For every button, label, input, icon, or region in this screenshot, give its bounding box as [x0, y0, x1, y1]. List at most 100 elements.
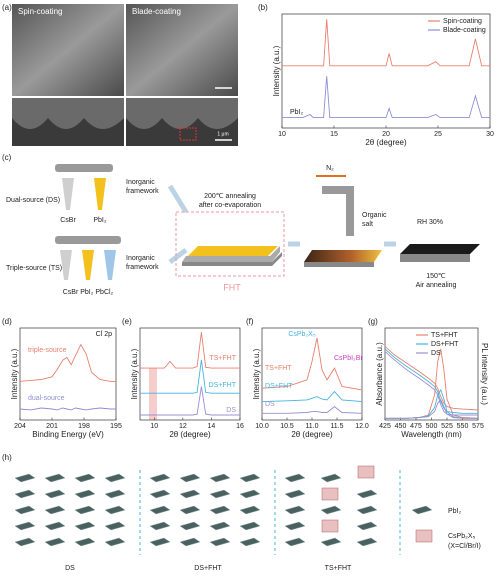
octahedron [104, 505, 126, 515]
panel-label: (f) [246, 317, 254, 326]
octahedron [209, 537, 231, 547]
octahedron [179, 473, 201, 483]
source-beam [82, 250, 94, 280]
x-tick-label: 204 [14, 423, 26, 430]
annotation: CsPbI₂Br [334, 355, 363, 362]
legend-label: TS+FHT [431, 332, 458, 339]
panel-label: (a) [2, 3, 12, 12]
cspb-unit [357, 465, 375, 479]
x-tick-label: 525 [441, 423, 453, 430]
label: Triple-source (TS) [6, 265, 62, 272]
x-axis-label: Wavelength (nm) [401, 430, 462, 439]
blade-head [322, 186, 354, 236]
panel-label: (b) [258, 3, 268, 12]
x-tick-label: 198 [78, 423, 90, 430]
x-axis-label: 2θ (degree) [365, 138, 407, 147]
octahedron [320, 473, 342, 483]
y-axis-label: Absorbance (a.u.) [375, 342, 384, 406]
series-line [19, 407, 116, 411]
label: CsBr PbI₂ PbCl₂ [63, 289, 114, 296]
label: FHT [223, 282, 241, 292]
octahedron [149, 521, 171, 531]
source-beam [94, 178, 106, 210]
substrate [182, 246, 280, 262]
series-line [140, 386, 240, 416]
octahedron [104, 537, 126, 547]
octahedron [44, 537, 66, 547]
octahedron [74, 473, 96, 483]
octahedron [149, 489, 171, 499]
cspb-unit [321, 487, 339, 501]
sem-label: Blade-coating [132, 7, 181, 16]
series-line [140, 359, 240, 394]
octahedron [14, 521, 36, 531]
panel-label: (e) [122, 317, 132, 326]
x-tick-label: 15 [330, 131, 338, 138]
series-line [19, 343, 116, 382]
plot-frame [261, 327, 363, 421]
label: N₂ [326, 165, 334, 172]
label: RH 30% [417, 219, 443, 226]
series-line [282, 76, 490, 119]
y-axis-label: Intensity (a.u.) [252, 348, 261, 399]
octahedron [179, 505, 201, 515]
label: TS+FHT [325, 565, 352, 572]
series-line [262, 406, 363, 414]
plot-frame [139, 327, 241, 421]
octahedron [209, 505, 231, 515]
panel-label: (c) [2, 153, 12, 162]
annotation: DS [265, 401, 275, 408]
octahedron [320, 537, 342, 547]
series-line [261, 337, 363, 391]
annotation: CsPb₂X₅ [288, 331, 316, 338]
legend-label: CsPb₂X₅ [448, 533, 476, 540]
substrate [182, 252, 282, 266]
octahedron [14, 473, 36, 483]
octahedron [209, 473, 231, 483]
sem-substrate [12, 118, 124, 146]
x-tick-label: 550 [457, 423, 469, 430]
octahedron [179, 537, 201, 547]
octahedron [209, 521, 231, 531]
y-axis-label: Intensity (a.u.) [272, 45, 281, 96]
pl-line [385, 399, 478, 419]
film [400, 244, 480, 254]
sem-image [126, 4, 238, 96]
arrow [168, 248, 188, 264]
octahedron [74, 505, 96, 515]
scale-label: 1 μm [217, 131, 228, 137]
octahedron [284, 537, 306, 547]
label: 200℃ annealing [204, 193, 256, 200]
label: PbI₂ [93, 217, 107, 224]
legend-label: DS [431, 350, 441, 357]
source-beam [104, 250, 116, 280]
octahedron [356, 505, 378, 515]
series-line [282, 19, 490, 67]
octahedron [356, 489, 378, 499]
annotation: triple-source [28, 347, 67, 354]
annotation: TS+FHT [265, 365, 292, 372]
legend-label: Blade-coating [443, 27, 486, 34]
octahedron [284, 521, 306, 531]
x-tick-label: 14 [208, 423, 216, 430]
y-axis-label: Intensity (a.u.) [130, 348, 139, 399]
sem-label: Spin-coating [18, 7, 62, 16]
source-beam [62, 178, 74, 210]
octahedron [74, 489, 96, 499]
x-axis-label: 2θ (degree) [169, 430, 211, 439]
label: Dual-source (DS) [6, 197, 60, 204]
x-tick-label: 201 [46, 423, 58, 430]
octahedron [74, 521, 96, 531]
x-tick-label: 10.5 [280, 423, 294, 430]
annotation: dual-source [28, 395, 65, 402]
octahedron [44, 473, 66, 483]
annotation: DS+FHT [265, 383, 293, 390]
x-tick-label: 10 [278, 131, 286, 138]
octahedron [239, 537, 261, 547]
panel-label: (h) [2, 453, 12, 462]
octahedron [44, 489, 66, 499]
octahedron [209, 489, 231, 499]
label: DS [65, 565, 75, 572]
plot-frame [19, 327, 117, 421]
